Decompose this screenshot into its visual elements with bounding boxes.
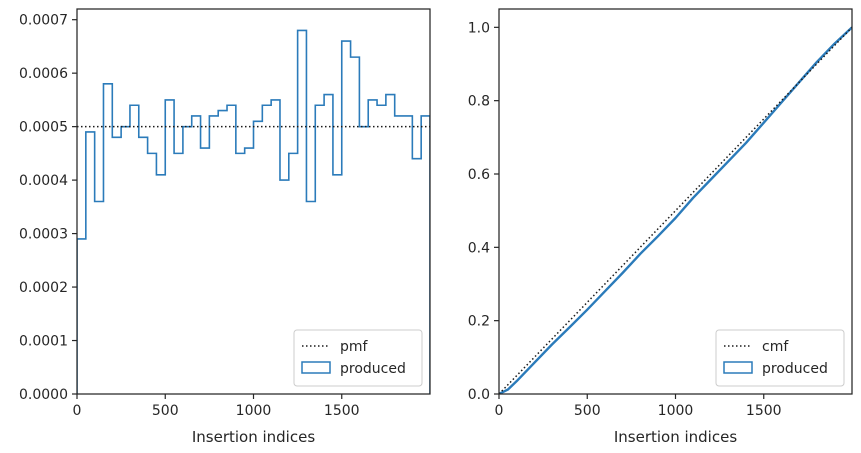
y-tick-label: 0.0005 [19, 120, 68, 136]
y-tick-label: 0.0006 [19, 66, 68, 82]
legend-label-produced: produced [762, 361, 828, 377]
y-tick-label: 0.0 [468, 387, 490, 403]
legend-swatch-produced [301, 361, 331, 374]
right-cmf-chart: 0 500 1000 1500 0.0 0.2 0.4 0.6 0.8 1.0 Insertion … [468, 8, 853, 446]
y-tick-label: 0.0007 [19, 13, 68, 29]
produced-series [77, 29, 430, 394]
plot-area [499, 26, 852, 394]
x-tick-label: 0 [73, 403, 82, 419]
x-tick-label: 1500 [746, 403, 782, 419]
y-tick-label: 1.0 [468, 20, 490, 36]
left-pmf-chart: 0 500 1000 1500 0.0000 0.0001 0.0002 0.0003 0.00… [19, 8, 431, 446]
legend-label-cmf: cmf [762, 339, 789, 355]
plot-area [77, 29, 430, 394]
y-tick-label: 0.2 [468, 314, 490, 330]
legend-box [715, 329, 845, 387]
x-tick-label: 1000 [658, 403, 694, 419]
y-tick-label: 0.4 [468, 240, 490, 256]
y-tick-label: 0.0003 [19, 227, 68, 243]
x-tick-label: 500 [574, 403, 601, 419]
legend-label-produced: produced [340, 361, 406, 377]
y-tick-label: 0.0002 [19, 280, 68, 296]
produced-series [499, 26, 852, 394]
y-tick-label: 0.0001 [19, 334, 68, 350]
legend-label-pmf: pmf [340, 339, 369, 355]
y-tick-label: 0.0004 [19, 173, 68, 189]
cmf-reference-line [499, 26, 852, 394]
x-axis-label: Insertion indices [614, 428, 737, 446]
x-axis-label: Insertion indices [192, 428, 315, 446]
x-tick-label: 0 [495, 403, 504, 419]
legend-swatch-produced [723, 361, 753, 374]
x-tick-label: 500 [152, 403, 179, 419]
legend: cmf produced [715, 329, 845, 387]
y-tick-label: 0.6 [468, 167, 490, 183]
y-tick-label: 0.8 [468, 94, 490, 110]
legend: pmf produced [293, 329, 423, 387]
legend-box [293, 329, 423, 387]
x-tick-label: 1500 [324, 403, 360, 419]
y-tick-label: 0.0000 [19, 387, 68, 403]
x-tick-label: 1000 [236, 403, 272, 419]
